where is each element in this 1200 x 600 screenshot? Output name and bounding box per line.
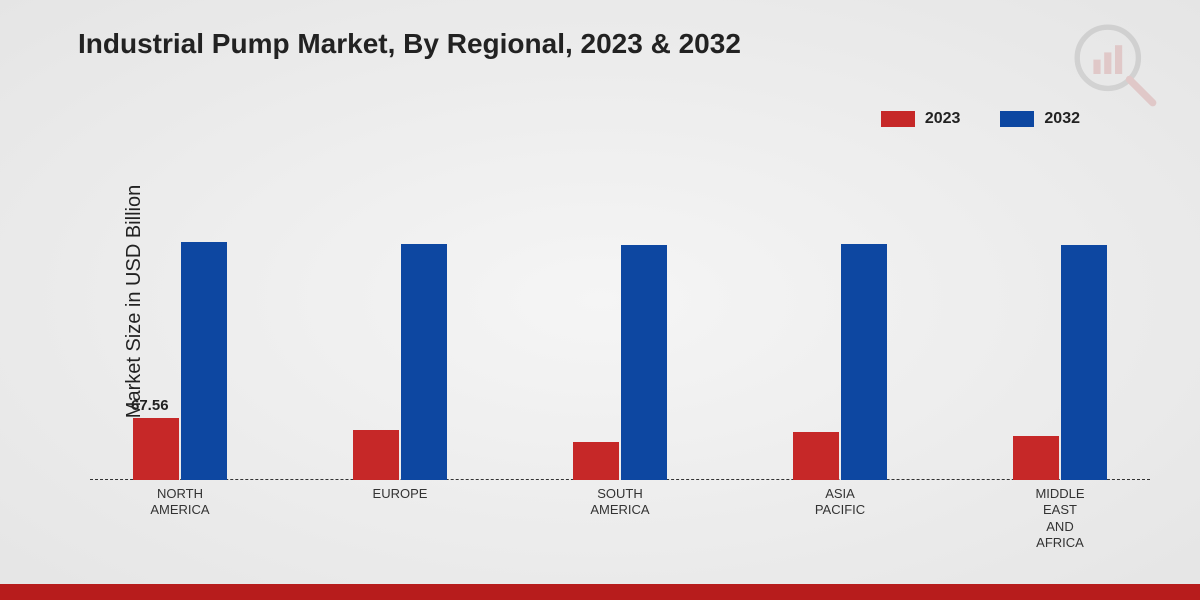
logo-bar3-icon	[1115, 45, 1122, 74]
bar-group	[120, 242, 240, 480]
footer-band	[0, 584, 1200, 600]
logo-handle-icon	[1129, 79, 1152, 102]
bar-2032	[181, 242, 227, 480]
legend-swatch-2032	[1000, 111, 1034, 127]
bar-2023	[573, 442, 619, 480]
bar-2032	[621, 245, 667, 480]
bar-2023	[353, 430, 399, 480]
chart-page: Industrial Pump Market, By Regional, 202…	[0, 0, 1200, 600]
x-axis-label: EUROPE	[340, 486, 460, 502]
bar-group	[560, 245, 680, 480]
x-axis-label: ASIAPACIFIC	[780, 486, 900, 519]
page-title: Industrial Pump Market, By Regional, 202…	[78, 28, 741, 60]
logo-bar1-icon	[1093, 60, 1100, 74]
x-axis-labels: NORTHAMERICA EUROPE SOUTHAMERICA ASIAPACIFI…	[90, 486, 1150, 576]
x-axis-label: NORTHAMERICA	[120, 486, 240, 519]
watermark-logo	[1070, 20, 1160, 110]
bar-2032	[841, 244, 887, 480]
x-axis-label: MIDDLEEASTANDAFRICA	[1000, 486, 1120, 551]
legend-item-2032: 2032	[1000, 110, 1080, 128]
bar-2023	[793, 432, 839, 480]
bar-2032	[1061, 245, 1107, 480]
legend-swatch-2023	[881, 111, 915, 127]
legend-label-2023: 2023	[925, 110, 961, 128]
bar-2032	[401, 244, 447, 480]
legend-item-2023: 2023	[881, 110, 961, 128]
bar-group	[780, 244, 900, 480]
x-axis-label: SOUTHAMERICA	[560, 486, 680, 519]
value-label: 67.56	[131, 397, 169, 414]
logo-bar2-icon	[1104, 52, 1111, 74]
bar-group	[1000, 245, 1120, 480]
bar-2023	[133, 418, 179, 480]
bar-2023	[1013, 436, 1059, 480]
legend: 2023 2032	[881, 110, 1080, 128]
plot-area: 67.56	[90, 160, 1150, 480]
bar-group	[340, 244, 460, 480]
legend-label-2032: 2032	[1044, 110, 1080, 128]
